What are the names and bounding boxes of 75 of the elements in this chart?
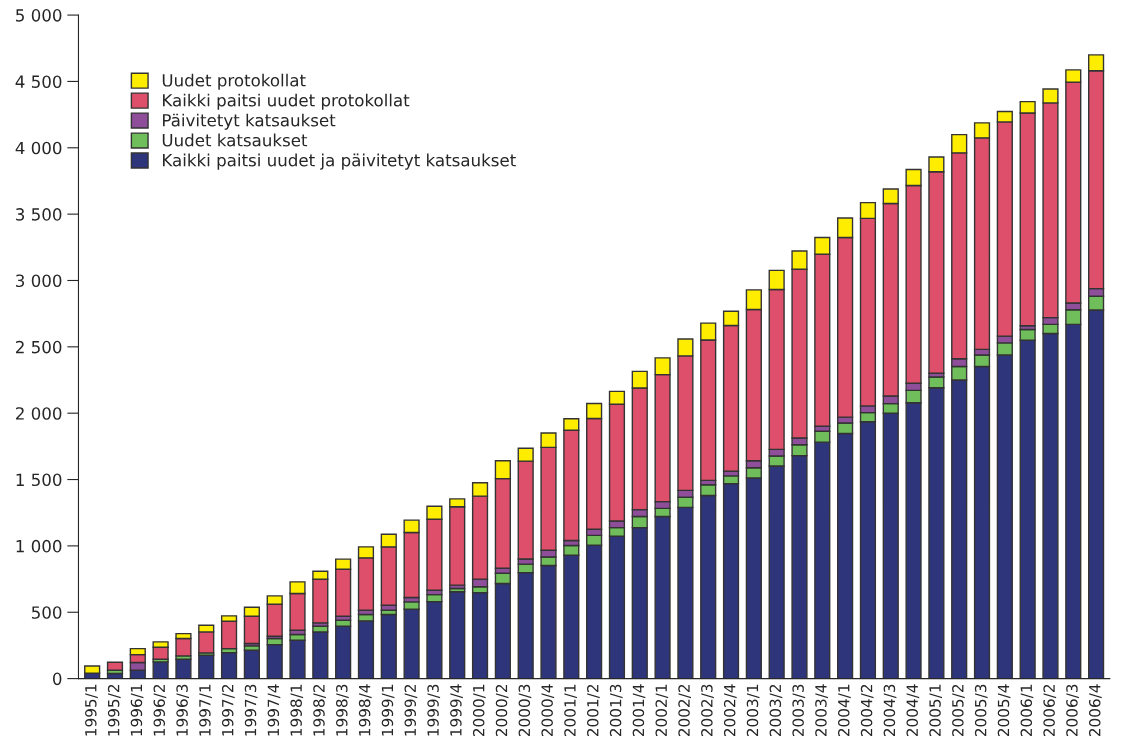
x-tick-label: 2004/2	[860, 684, 874, 737]
x-tick-label: 1995/1	[85, 684, 98, 736]
bar	[84, 665, 101, 674]
x-tick-label: 2002/4	[723, 684, 737, 737]
x-tick-label: 2001/1	[564, 684, 577, 737]
x-tick-label: 2003/3	[792, 684, 806, 737]
x-tick-label: 1997/1	[199, 684, 212, 736]
x-tick-label: 1998/3	[336, 684, 349, 736]
x-tick-label: 2002/3	[701, 684, 714, 737]
x-tick-label: 1997/3	[244, 684, 258, 736]
x-tick-label: 2002/2	[678, 684, 692, 737]
x-tick-label: 2004/1	[837, 684, 851, 737]
y-tick-label: 2 500	[16, 340, 62, 354]
x-tick-label: 2005/1	[929, 684, 943, 737]
x-tick-label: 2006/3	[1066, 684, 1079, 737]
x-tick-label: 1998/2	[313, 684, 326, 736]
bar	[243, 649, 260, 679]
bar	[175, 637, 192, 657]
bar	[335, 625, 352, 679]
x-tick-label: 2005/2	[952, 684, 965, 737]
x-tick-label: 2005/3	[974, 684, 988, 737]
x-tick-label: 2003/4	[815, 684, 828, 737]
x-tick-label: 1999/1	[381, 684, 395, 736]
x-tick-label: 1996/2	[153, 684, 167, 736]
x-tick-label: 1996/3	[176, 684, 190, 736]
x-tick-label: 1999/2	[404, 684, 418, 736]
x-tick-label: 2004/4	[906, 684, 920, 737]
x-tick-label: 2006/4	[1088, 684, 1102, 737]
x-tick-label: 1999/4	[450, 684, 463, 736]
bar	[449, 591, 466, 679]
x-tick-label: 2005/4	[997, 684, 1011, 737]
x-tick-label: 1997/2	[221, 684, 235, 736]
x-tick-label: 2003/1	[746, 684, 760, 737]
bar	[266, 643, 283, 679]
bar	[380, 613, 397, 679]
x-tick-label: 2001/2	[587, 684, 600, 737]
y-tick-label: 1 500	[16, 473, 62, 487]
x-tick-label: 1995/2	[107, 684, 121, 736]
legend-label: Kaikki paitsi uudet ja päivitetyt katsaukset	[163, 153, 516, 170]
bar	[198, 654, 215, 679]
legend-label: Uudet katsaukset	[162, 133, 308, 147]
x-tick-label: 2003/2	[769, 684, 783, 737]
x-tick-label: 2006/2	[1043, 684, 1057, 737]
y-tick-label: 4 500	[15, 75, 62, 88]
bar	[312, 631, 329, 679]
y-tick-label: 5 000	[16, 9, 62, 22]
x-tick-label: 2000/2	[495, 684, 509, 737]
bar	[106, 661, 124, 671]
x-tick-label: 1998/1	[290, 684, 304, 736]
y-tick-label: 2 000	[16, 407, 62, 420]
x-tick-label: 1996/1	[130, 684, 144, 736]
bar	[175, 658, 192, 679]
x-tick-label: 1997/4	[267, 684, 281, 736]
legend-label: Päivitetyt katsaukset	[163, 113, 336, 130]
y-tick-label: 1 000	[16, 539, 62, 553]
y-tick-label: 3 000	[16, 274, 62, 288]
bar	[289, 639, 306, 679]
x-tick-label: 2002/1	[655, 684, 669, 737]
legend-label: Uudet protokollat	[162, 73, 306, 90]
y-tick-label: 0	[52, 672, 62, 686]
x-tick-label: 2004/3	[883, 684, 897, 737]
x-tick-label: 2001/4	[632, 684, 646, 737]
y-tick-label: 3 500	[16, 208, 62, 221]
bar	[220, 651, 238, 679]
bar	[471, 591, 489, 679]
x-tick-label: 2000/1	[472, 684, 486, 737]
x-tick-label: 2000/4	[541, 684, 555, 737]
x-tick-label: 1999/3	[427, 684, 441, 736]
x-tick-label: 1998/4	[358, 684, 372, 736]
y-tick-label: 4 000	[15, 141, 62, 155]
y-tick-label: 500	[31, 606, 62, 619]
x-tick-label: 2001/3	[609, 684, 623, 737]
x-tick-label: 2000/3	[518, 684, 532, 737]
x-tick-label: 2006/1	[1020, 684, 1034, 737]
legend-label: Kaikki paitsi uudet protokollat	[163, 93, 410, 110]
